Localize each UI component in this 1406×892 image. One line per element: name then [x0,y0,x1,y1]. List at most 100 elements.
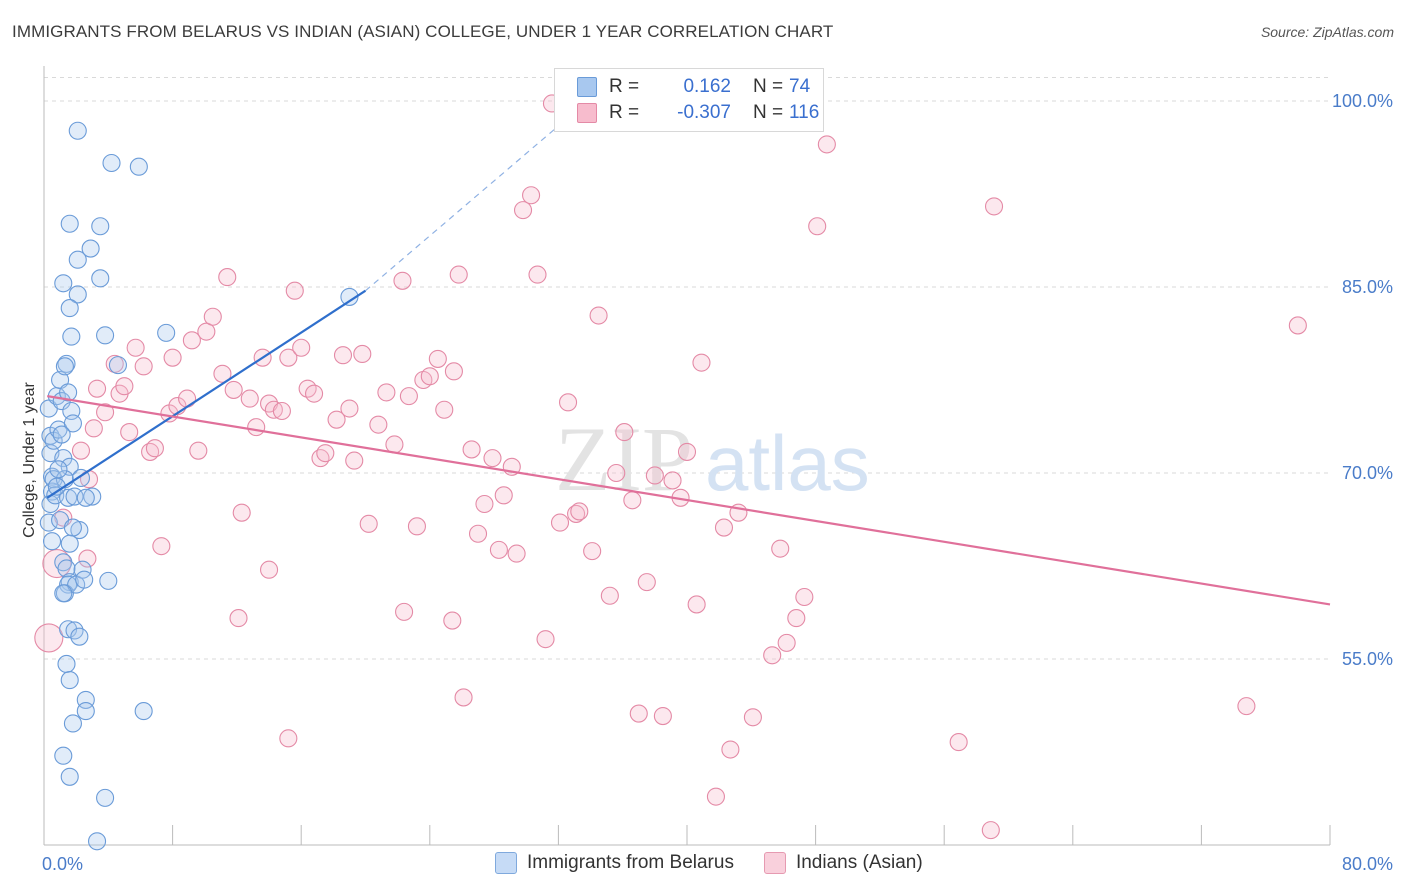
data-point [629,704,648,723]
data-point [49,460,68,479]
data-point [232,503,251,522]
x-tick-label: 0.0% [42,854,83,874]
data-point [589,306,608,325]
data-point [59,620,78,639]
data-point [359,514,378,533]
legend-r-label: R = [609,76,640,97]
data-point [687,595,706,614]
data-point [229,609,248,628]
data-point [377,383,396,402]
data-point [714,518,734,537]
data-point [70,627,89,646]
data-point [536,630,555,649]
tick-labels: 55.0% 70.0% 85.0% 100.0% 0.0% 80.0% [42,91,1393,874]
data-point [54,508,73,527]
data-point [449,265,468,284]
data-point [75,570,94,589]
data-point [475,494,494,514]
data-point [129,157,148,176]
data-point [292,338,311,357]
data-point [817,135,836,154]
data-point [203,307,222,326]
data-point [407,517,426,536]
data-point [984,197,1004,216]
data-point [771,539,790,558]
data-point [62,327,81,346]
source-credit: Source: ZipAtlas.com [1260,24,1394,40]
data-point [623,491,642,510]
legend-n-value: 116 [789,102,820,123]
data-point [443,611,462,630]
data-point [763,646,782,665]
data-point [102,153,121,173]
data-point [71,441,91,460]
data-point [134,702,153,721]
data-point [353,344,372,364]
data-point [420,367,439,386]
data-point [96,326,115,345]
data-point [42,532,62,551]
data-point [65,621,84,640]
grid-lines [44,76,1330,660]
chart-title: IMMIGRANTS FROM BELARUS VS INDIAN (ASIAN… [12,22,834,41]
data-point [134,357,153,376]
data-point [706,787,725,806]
y-tick-label: 85.0% [1342,277,1393,297]
data-point [279,729,298,748]
data-point [60,214,79,233]
trend-line-belarus-extension [365,98,591,292]
data-point [615,423,634,442]
data-point [189,441,208,460]
data-point [91,217,110,236]
data-point [489,540,508,559]
data-point [59,383,78,402]
data-point [60,534,79,553]
data-point [528,265,547,284]
data-point [259,560,279,579]
data-point [645,466,664,485]
correlation-legend: R = 0.162 N = 74 R = -0.307 N = 116 [554,68,824,132]
data-point [55,357,74,376]
data-point [583,542,602,561]
data-point [395,602,414,621]
legend-item-indians[interactable]: Indians (Asian) [763,852,923,874]
data-point [52,425,71,444]
data-point [63,518,82,537]
axes [43,66,1331,846]
data-point [63,414,82,433]
data-point [218,268,237,287]
data-point [91,269,110,288]
data-point [721,740,740,759]
legend-item-belarus[interactable]: Immigrants from Belarus [495,852,734,874]
data-point [483,449,502,468]
series-indians-asian [34,94,1307,840]
data-point [653,706,672,726]
data-point [399,387,418,406]
legend-label-belarus: Immigrants from Belarus [527,852,734,873]
data-point [981,821,1000,840]
legend-swatch-belarus [577,77,597,97]
data-point [54,584,73,603]
data-point [145,439,164,458]
data-point [777,633,796,652]
data-point [663,471,682,490]
data-point [54,746,73,765]
data-point [178,389,197,408]
data-point [444,362,463,381]
data-point [240,389,259,408]
data-point [513,201,533,220]
data-point [157,323,176,342]
data-point [340,399,359,418]
data-point [213,364,232,383]
data-point [462,440,481,459]
data-point [60,767,79,786]
legend-n-label: N = [753,102,784,123]
trend-line-indians [47,395,1331,606]
data-point [224,380,243,399]
data-point [454,688,473,707]
data-point [677,442,697,461]
data-point [494,486,513,505]
data-point [795,587,814,607]
watermark-zip: ZIP [555,408,693,510]
